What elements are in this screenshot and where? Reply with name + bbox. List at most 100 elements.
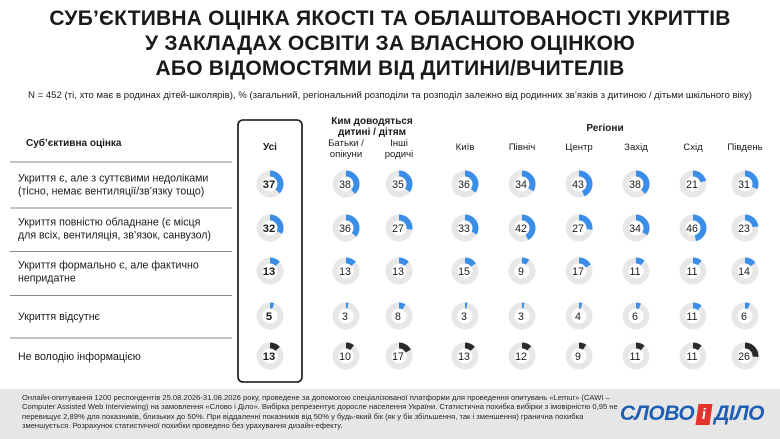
group-header-regions: Регіони <box>586 123 623 134</box>
donut-table-chart: Суб’єктивна оцінка Ким доводяться дитині /… <box>10 116 763 383</box>
donut-value-6-2: 11 <box>630 266 641 278</box>
column-header-7: Схід <box>683 142 703 153</box>
donut-arc-7-4 <box>679 342 707 370</box>
donut-arc-2-3 <box>385 302 413 330</box>
donut-value-8-1: 23 <box>738 223 750 235</box>
donut-arc-3-4 <box>451 342 479 370</box>
donut-arc-6-4 <box>622 342 650 370</box>
category-label-1: Укриття повністю обладнане (є місця для в… <box>18 217 211 242</box>
donut-arc-2-2 <box>385 257 413 285</box>
row-header: Суб’єктивна оцінка <box>26 137 122 149</box>
highlight-box-all <box>237 119 303 383</box>
donut-value-7-2: 11 <box>687 266 698 278</box>
donut-value-8-0: 31 <box>738 179 750 191</box>
category-label-2: Укриття формально є, але фактично неприда… <box>18 260 199 285</box>
donut-value-8-3: 6 <box>741 311 747 323</box>
donut-arc-6-2 <box>622 257 650 285</box>
donut-value-7-1: 46 <box>686 223 698 235</box>
donut-value-1-3: 3 <box>342 311 348 323</box>
donut-arc-3-3 <box>451 302 479 330</box>
donut-value-5-2: 17 <box>572 266 584 278</box>
donut-arc-5-0 <box>565 170 593 198</box>
donut-value-5-1: 27 <box>572 223 584 235</box>
donut-value-4-1: 42 <box>515 223 527 235</box>
donut-value-3-4: 13 <box>458 351 470 363</box>
donut-arc-7-0 <box>679 170 707 198</box>
donut-arc-5-4 <box>565 342 593 370</box>
donut-arc-6-1 <box>622 214 650 242</box>
donut-value-2-0: 35 <box>392 179 404 191</box>
donut-arc-1-3 <box>332 302 360 330</box>
donut-value-2-4: 17 <box>392 351 404 363</box>
donut-arc-6-3 <box>622 302 650 330</box>
logo-word-slovo: СЛОВО <box>619 402 695 425</box>
donut-value-7-0: 21 <box>686 179 698 191</box>
donut-value-3-3: 3 <box>461 311 467 323</box>
footer: Онлайн-опитування 1200 респондентів 25.0… <box>0 389 780 439</box>
donut-value-6-4: 11 <box>630 351 641 363</box>
donut-arc-0-1 <box>256 214 284 242</box>
subtitle: N = 452 (ті, хто має в родинах дітей-шко… <box>27 90 752 101</box>
donut-arc-2-4 <box>385 342 413 370</box>
methodology-note: Онлайн-опитування 1200 респондентів 25.0… <box>22 393 618 430</box>
donut-value-1-1: 36 <box>339 223 351 235</box>
donut-arc-3-2 <box>451 257 479 285</box>
category-label-0: Укриття є, але з суттєвими недоліками (ті… <box>18 173 208 198</box>
donut-value-5-0: 43 <box>572 179 584 191</box>
category-label-4: Не володію інформацією <box>18 351 141 363</box>
column-header-5: Центр <box>565 142 592 153</box>
donut-value-7-4: 11 <box>687 351 698 363</box>
donut-arc-3-1 <box>451 214 479 242</box>
donut-value-3-1: 33 <box>458 223 470 235</box>
donut-value-0-2: 13 <box>263 266 275 278</box>
column-header-3: Київ <box>456 142 475 153</box>
donut-arc-6-0 <box>622 170 650 198</box>
donut-arc-0-4 <box>256 342 284 370</box>
donut-value-1-4: 10 <box>339 351 351 363</box>
donut-value-2-3: 8 <box>395 311 401 323</box>
page-title: СУБ’ЄКТИВНА ОЦІНКА ЯКОСТІ ТА ОБЛАШТОВАНО… <box>0 6 780 81</box>
donut-value-1-2: 13 <box>339 266 351 278</box>
donut-arc-8-1 <box>731 214 759 242</box>
donut-value-4-4: 12 <box>515 351 527 363</box>
donut-arc-8-3 <box>731 302 759 330</box>
title-line-2: У ЗАКЛАДАХ ОСВІТИ ЗА ВЛАСНОЮ ОЦІНКОЮ <box>145 32 635 55</box>
donut-value-0-1: 32 <box>263 223 275 235</box>
donut-arc-8-4 <box>731 342 759 370</box>
donut-arc-0-0 <box>256 170 284 198</box>
donut-arc-5-1 <box>565 214 593 242</box>
slovo-i-dilo-logo[interactable]: СЛОВО і ДІЛО <box>619 402 765 426</box>
donut-arc-7-2 <box>679 257 707 285</box>
donut-arc-8-0 <box>731 170 759 198</box>
donut-value-6-3: 6 <box>632 311 638 323</box>
donut-value-2-1: 27 <box>392 223 404 235</box>
donut-arc-0-2 <box>256 257 284 285</box>
column-header-4: Північ <box>509 142 536 153</box>
donut-value-8-2: 14 <box>738 266 750 278</box>
donut-arc-1-1 <box>332 214 360 242</box>
title-line-3: АБО ВІДОМОСТЯМИ ВІД ДИТИНИ/ВЧИТЕЛІВ <box>155 57 625 80</box>
donut-value-0-0: 37 <box>263 179 275 191</box>
column-header-1: Батьки / опікуни <box>328 138 364 160</box>
donut-value-4-3: 3 <box>518 311 524 323</box>
donut-value-0-4: 13 <box>263 351 275 363</box>
donut-arc-1-4 <box>332 342 360 370</box>
donut-arc-5-3 <box>565 302 593 330</box>
donut-arc-4-4 <box>508 342 536 370</box>
donut-arc-8-2 <box>731 257 759 285</box>
donut-arc-5-2 <box>565 257 593 285</box>
donut-arc-1-0 <box>332 170 360 198</box>
donut-value-4-0: 34 <box>515 179 527 191</box>
column-header-8: Південь <box>727 142 762 153</box>
title-line-1: СУБ’ЄКТИВНА ОЦІНКА ЯКОСТІ ТА ОБЛАШТОВАНО… <box>49 7 731 30</box>
donut-arc-4-2 <box>508 257 536 285</box>
donut-arc-2-0 <box>385 170 413 198</box>
logo-word-dilo: ДІЛО <box>714 402 764 425</box>
donut-value-6-1: 34 <box>629 223 641 235</box>
donut-arc-4-3 <box>508 302 536 330</box>
donut-value-1-0: 38 <box>339 179 351 191</box>
donut-arc-7-1 <box>679 214 707 242</box>
column-header-0: Усі <box>263 142 277 153</box>
donut-value-0-3: 5 <box>266 311 272 323</box>
donut-arc-4-0 <box>508 170 536 198</box>
